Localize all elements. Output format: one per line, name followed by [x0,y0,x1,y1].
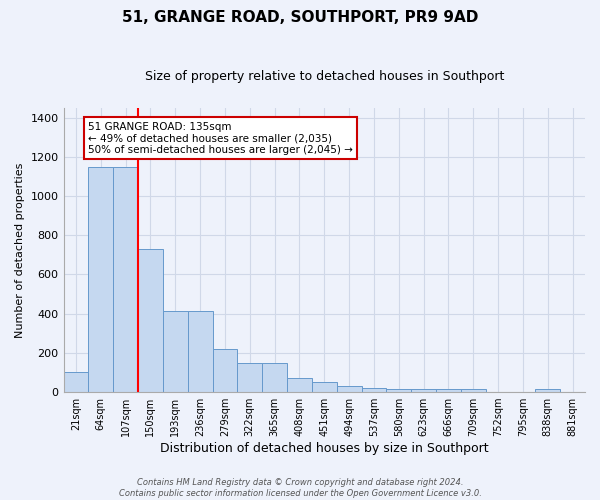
Bar [337,386,362,392]
Bar [238,362,262,392]
Text: 51, GRANGE ROAD, SOUTHPORT, PR9 9AD: 51, GRANGE ROAD, SOUTHPORT, PR9 9AD [122,10,478,25]
X-axis label: Distribution of detached houses by size in Southport: Distribution of detached houses by size … [160,442,488,455]
Y-axis label: Number of detached properties: Number of detached properties [15,162,25,338]
Bar [436,389,461,392]
Bar [461,389,485,392]
Bar [262,362,287,392]
Bar [113,166,138,392]
Text: 51 GRANGE ROAD: 135sqm
← 49% of detached houses are smaller (2,035)
50% of semi-: 51 GRANGE ROAD: 135sqm ← 49% of detached… [88,122,353,154]
Bar [386,389,411,392]
Bar [411,389,436,392]
Text: Contains HM Land Registry data © Crown copyright and database right 2024.
Contai: Contains HM Land Registry data © Crown c… [119,478,481,498]
Bar [212,349,238,392]
Bar [362,388,386,392]
Bar [88,166,113,392]
Bar [138,249,163,392]
Bar [163,310,188,392]
Bar [64,372,88,392]
Bar [287,378,312,392]
Title: Size of property relative to detached houses in Southport: Size of property relative to detached ho… [145,70,504,83]
Bar [535,389,560,392]
Bar [188,310,212,392]
Bar [312,382,337,392]
